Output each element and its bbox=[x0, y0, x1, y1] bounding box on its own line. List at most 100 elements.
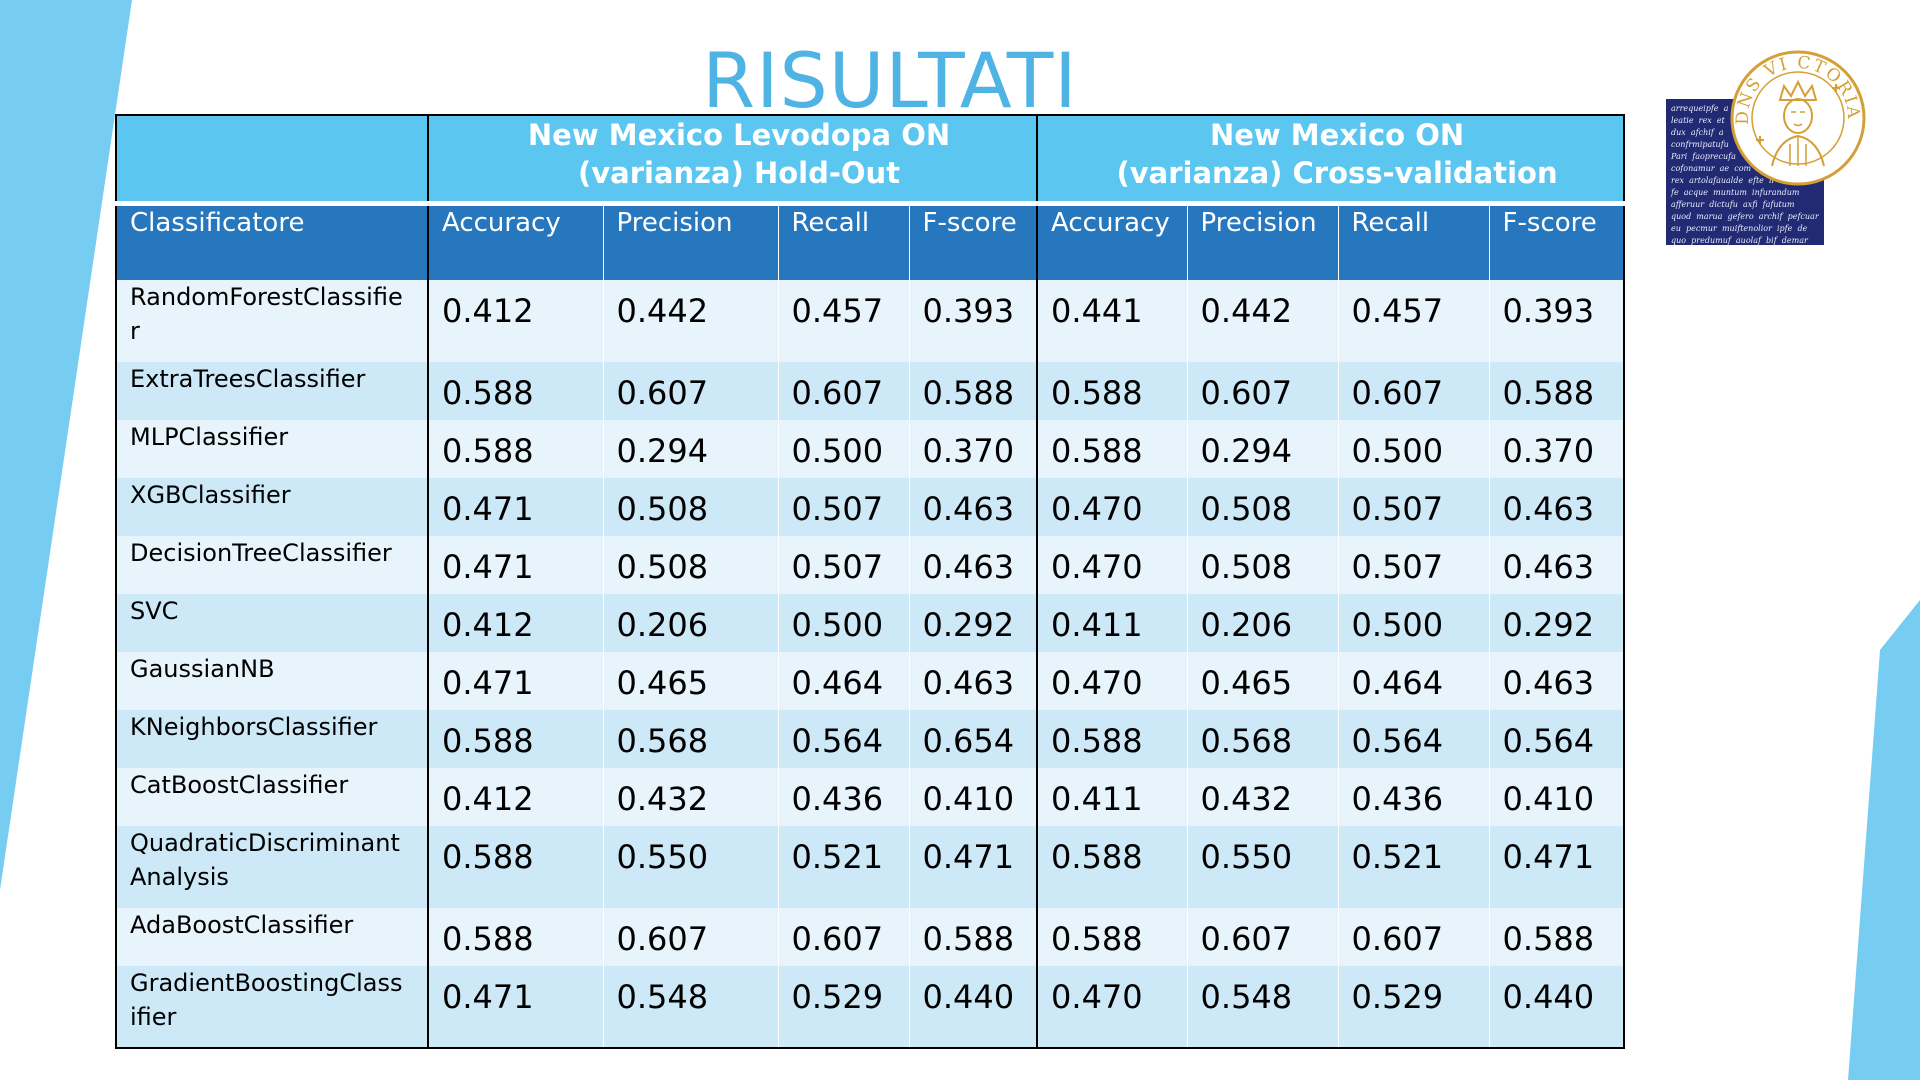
metric-value-cell: 0.440 bbox=[908, 966, 1038, 1048]
metric-value-cell: 0.471 bbox=[427, 478, 603, 536]
metric-value-cell: 0.588 bbox=[427, 420, 603, 478]
metric-value-cell: 0.442 bbox=[602, 280, 778, 362]
metric-value-cell: 0.500 bbox=[1337, 594, 1490, 652]
metric-value-cell: 0.508 bbox=[602, 478, 778, 536]
metric-value-cell: 0.470 bbox=[1036, 652, 1188, 710]
group-header-crossval: New Mexico ON (varianza) Cross-validatio… bbox=[1036, 115, 1625, 206]
metric-value-cell: 0.654 bbox=[908, 710, 1038, 768]
metric-value-cell: 0.470 bbox=[1036, 536, 1188, 594]
column-header-metric: F-score bbox=[908, 203, 1038, 280]
metric-value-cell: 0.441 bbox=[1036, 280, 1188, 362]
metric-value-cell: 0.588 bbox=[1036, 420, 1188, 478]
group-header-blank bbox=[115, 115, 428, 206]
metric-value-cell: 0.607 bbox=[777, 908, 909, 966]
metric-value-cell: 0.471 bbox=[427, 536, 603, 594]
table-row: GradientBoostingClass ifier 0.471 0.548 0.5… bbox=[116, 966, 1625, 1048]
metric-value-cell: 0.393 bbox=[908, 280, 1038, 362]
metric-value-cell: 0.470 bbox=[1036, 966, 1188, 1048]
classifier-name-cell: GaussianNB bbox=[116, 652, 428, 710]
metric-value-cell: 0.471 bbox=[427, 966, 603, 1048]
column-header-metric: Precision bbox=[602, 203, 778, 280]
metric-value-cell: 0.607 bbox=[1186, 362, 1339, 420]
metric-value-cell: 0.607 bbox=[1186, 908, 1339, 966]
metric-value-cell: 0.370 bbox=[1488, 420, 1625, 478]
metric-value-cell: 0.588 bbox=[1036, 826, 1188, 908]
metric-value-cell: 0.411 bbox=[1036, 768, 1188, 826]
metric-value-cell: 0.465 bbox=[602, 652, 778, 710]
metric-value-cell: 0.564 bbox=[1337, 710, 1490, 768]
metric-value-cell: 0.436 bbox=[777, 768, 909, 826]
classifier-name-cell: QuadraticDiscriminant Analysis bbox=[116, 826, 428, 908]
metric-value-cell: 0.588 bbox=[427, 710, 603, 768]
metric-value-cell: 0.457 bbox=[1337, 280, 1490, 362]
manuscript-line: fe acque muntum infurandum bbox=[1671, 188, 1800, 197]
results-table: New Mexico Levodopa ON (varianza) Hold-O… bbox=[115, 114, 1626, 1049]
metric-value-cell: 0.292 bbox=[908, 594, 1038, 652]
classifier-name-cell: DecisionTreeClassifier bbox=[116, 536, 428, 594]
metric-value-cell: 0.294 bbox=[1186, 420, 1339, 478]
metric-value-cell: 0.370 bbox=[908, 420, 1038, 478]
metric-value-cell: 0.432 bbox=[602, 768, 778, 826]
metric-value-cell: 0.529 bbox=[777, 966, 909, 1048]
metric-value-cell: 0.588 bbox=[1488, 362, 1625, 420]
table-body: RandomForestClassifie r 0.412 0.442 0.457 0.… bbox=[116, 280, 1625, 1048]
metric-value-cell: 0.471 bbox=[908, 826, 1038, 908]
metric-value-cell: 0.607 bbox=[602, 908, 778, 966]
metric-value-cell: 0.412 bbox=[427, 594, 603, 652]
classifier-name-cell: SVC bbox=[116, 594, 428, 652]
metric-value-cell: 0.607 bbox=[1337, 908, 1490, 966]
classifier-name-cell: CatBoostClassifier bbox=[116, 768, 428, 826]
metric-value-cell: 0.463 bbox=[908, 536, 1038, 594]
table-row: XGBClassifier 0.471 0.508 0.507 0.463 0.470 0.… bbox=[116, 478, 1625, 536]
metric-value-cell: 0.588 bbox=[1036, 908, 1188, 966]
metric-value-cell: 0.442 bbox=[1186, 280, 1339, 362]
group-header-row: New Mexico Levodopa ON (varianza) Hold-O… bbox=[115, 115, 1625, 206]
table-row: CatBoostClassifier 0.412 0.432 0.436 0.410 0.… bbox=[116, 768, 1625, 826]
group-header-crossval-label: New Mexico ON (varianza) Cross-validatio… bbox=[1116, 118, 1558, 190]
column-header-row: Classificatore Accuracy Precision Recall F-s… bbox=[115, 203, 1625, 280]
metric-value-cell: 0.588 bbox=[427, 826, 603, 908]
metric-value-cell: 0.432 bbox=[1186, 768, 1339, 826]
manuscript-line: quod marua gefero archif pefcuar bbox=[1671, 212, 1819, 221]
metric-value-cell: 0.548 bbox=[1186, 966, 1339, 1048]
table-row: ExtraTreesClassifier 0.588 0.607 0.607 0.588… bbox=[116, 362, 1625, 420]
table-row: GaussianNB 0.471 0.465 0.464 0.463 0.470 0.465… bbox=[116, 652, 1625, 710]
metric-value-cell: 0.508 bbox=[602, 536, 778, 594]
column-header-metric: Accuracy bbox=[1036, 203, 1188, 280]
table-row: DecisionTreeClassifier 0.471 0.508 0.507 0.4… bbox=[116, 536, 1625, 594]
classifier-name-cell: AdaBoostClassifier bbox=[116, 908, 428, 966]
metric-value-cell: 0.507 bbox=[1337, 536, 1490, 594]
metric-value-cell: 0.410 bbox=[908, 768, 1038, 826]
classifier-name-cell: RandomForestClassifie r bbox=[116, 280, 428, 362]
group-header-holdout: New Mexico Levodopa ON (varianza) Hold-O… bbox=[426, 115, 1038, 206]
metric-value-cell: 0.463 bbox=[908, 652, 1038, 710]
logo-seal-icon: DNS VI CTORIA bbox=[1730, 50, 1866, 186]
metric-value-cell: 0.463 bbox=[1488, 536, 1625, 594]
metric-value-cell: 0.508 bbox=[1186, 536, 1339, 594]
column-header-metric: Recall bbox=[1337, 203, 1490, 280]
metric-value-cell: 0.607 bbox=[777, 362, 909, 420]
metric-value-cell: 0.206 bbox=[1186, 594, 1339, 652]
metric-value-cell: 0.564 bbox=[1488, 710, 1625, 768]
metric-value-cell: 0.588 bbox=[427, 908, 603, 966]
metric-value-cell: 0.568 bbox=[1186, 710, 1339, 768]
manuscript-line: Pari faoprecufa bbox=[1671, 152, 1736, 161]
table-row: KNeighborsClassifier 0.588 0.568 0.564 0.654… bbox=[116, 710, 1625, 768]
metric-value-cell: 0.568 bbox=[602, 710, 778, 768]
metric-value-cell: 0.607 bbox=[1337, 362, 1490, 420]
classifier-name-cell: ExtraTreesClassifier bbox=[116, 362, 428, 420]
classifier-name-cell: KNeighborsClassifier bbox=[116, 710, 428, 768]
right-stripe-shape bbox=[1848, 600, 1920, 1080]
classifier-name-cell: GradientBoostingClass ifier bbox=[116, 966, 428, 1048]
column-header-metric: Precision bbox=[1186, 203, 1339, 280]
metric-value-cell: 0.588 bbox=[1036, 362, 1188, 420]
metric-value-cell: 0.464 bbox=[1337, 652, 1490, 710]
metric-value-cell: 0.507 bbox=[1337, 478, 1490, 536]
metric-value-cell: 0.588 bbox=[1488, 908, 1625, 966]
metric-value-cell: 0.550 bbox=[1186, 826, 1339, 908]
metric-value-cell: 0.500 bbox=[777, 594, 909, 652]
metric-value-cell: 0.548 bbox=[602, 966, 778, 1048]
metric-value-cell: 0.471 bbox=[1488, 826, 1625, 908]
column-header-classifier: Classificatore bbox=[115, 203, 428, 280]
metric-value-cell: 0.588 bbox=[1036, 710, 1188, 768]
